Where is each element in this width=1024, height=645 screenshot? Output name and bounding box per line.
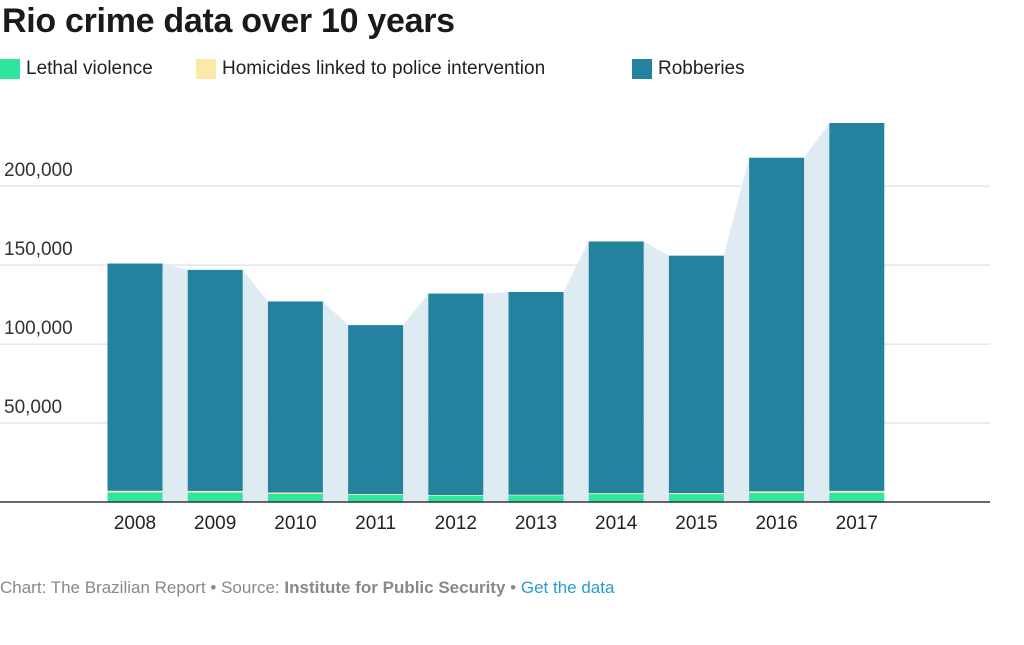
bar-homicides-linked-to-police-intervention-2011	[348, 494, 404, 495]
legend-item-robberies: Robberies	[632, 58, 745, 80]
chart-footer: Chart: The Brazilian Report • Source: In…	[0, 578, 614, 598]
connector-area	[723, 157, 750, 502]
bar-robberies-2012	[428, 293, 484, 496]
bar-lethal-violence-2017	[829, 492, 885, 502]
bar-homicides-linked-to-police-intervention-2010	[267, 492, 323, 494]
footer-credit: Chart: The Brazilian Report • Source:	[0, 578, 285, 597]
bar-homicides-linked-to-police-intervention-2014	[588, 493, 644, 495]
bar-homicides-linked-to-police-intervention-2013	[508, 494, 564, 496]
bar-robberies-2014	[588, 241, 644, 494]
get-the-data-link[interactable]: Get the data	[520, 578, 615, 597]
legend-swatch-police-homicides	[196, 59, 216, 79]
bar-robberies-2008	[107, 263, 163, 491]
y-tick-label: 100,000	[4, 318, 73, 339]
connector-area	[804, 123, 830, 502]
chart-title: Rio crime data over 10 years	[2, 2, 455, 40]
connector-area	[322, 301, 349, 502]
bar-robberies-2016	[749, 157, 805, 492]
bar-homicides-linked-to-police-intervention-2017	[829, 490, 885, 493]
bar-lethal-violence-2013	[508, 495, 564, 502]
x-tick-label: 2014	[595, 513, 638, 534]
bar-lethal-violence-2016	[749, 492, 805, 502]
x-tick-label: 2010	[274, 513, 316, 534]
connector-area	[483, 291, 509, 502]
legend-swatch-lethal-violence	[0, 59, 20, 79]
bar-homicides-linked-to-police-intervention-2015	[668, 493, 724, 495]
x-tick-label: 2015	[675, 513, 717, 534]
x-tick-label: 2013	[515, 513, 557, 534]
bar-lethal-violence-2009	[187, 492, 243, 502]
bar-homicides-linked-to-police-intervention-2016	[749, 491, 805, 493]
bar-lethal-violence-2015	[668, 494, 724, 502]
bar-robberies-2013	[508, 291, 564, 495]
bar-lethal-violence-2008	[107, 492, 163, 502]
y-tick-label: 50,000	[4, 397, 62, 418]
legend-label-police-homicides: Homicides linked to police intervention	[222, 58, 546, 79]
y-tick-label: 200,000	[4, 160, 73, 181]
bar-lethal-violence-2014	[588, 494, 644, 502]
legend-item-lethal-violence: Lethal violence	[0, 58, 153, 80]
connector-area	[563, 241, 589, 502]
stacked-bar-chart: 50,000 100,000 150,000 200,000 2008 2009 2010 2…	[0, 123, 990, 534]
bar-lethal-violence-2010	[267, 493, 323, 502]
bar-homicides-linked-to-police-intervention-2009	[187, 490, 243, 493]
legend: Lethal violence Homicides linked to poli…	[0, 58, 1024, 86]
footer-separator: •	[505, 578, 521, 597]
connector-area	[242, 269, 268, 502]
bar-homicides-linked-to-police-intervention-2012	[428, 495, 484, 496]
connector-area	[162, 263, 188, 502]
legend-label-lethal-violence: Lethal violence	[26, 58, 153, 79]
footer-source: Institute for Public Security	[284, 578, 506, 597]
x-tick-label: 2012	[435, 513, 477, 534]
x-tick-label: 2016	[755, 513, 797, 534]
bar-robberies-2011	[348, 325, 404, 495]
legend-swatch-robberies	[632, 59, 652, 79]
bar-robberies-2010	[267, 301, 323, 493]
legend-label-robberies: Robberies	[658, 58, 745, 79]
bar-robberies-2009	[187, 269, 243, 491]
bar-lethal-violence-2012	[428, 495, 484, 502]
legend-item-police-homicides: Homicides linked to police intervention	[196, 58, 545, 80]
bar-lethal-violence-2011	[348, 494, 404, 502]
x-tick-label: 2009	[194, 513, 236, 534]
connector-area	[403, 293, 429, 502]
x-tick-label: 2017	[836, 513, 878, 534]
y-tick-label: 150,000	[4, 239, 73, 260]
bar-robberies-2017	[829, 123, 885, 491]
bar-robberies-2015	[668, 255, 724, 494]
connector-area	[643, 241, 669, 502]
bar-homicides-linked-to-police-intervention-2008	[107, 490, 163, 493]
x-tick-label: 2011	[355, 513, 396, 534]
x-tick-label: 2008	[114, 513, 156, 534]
